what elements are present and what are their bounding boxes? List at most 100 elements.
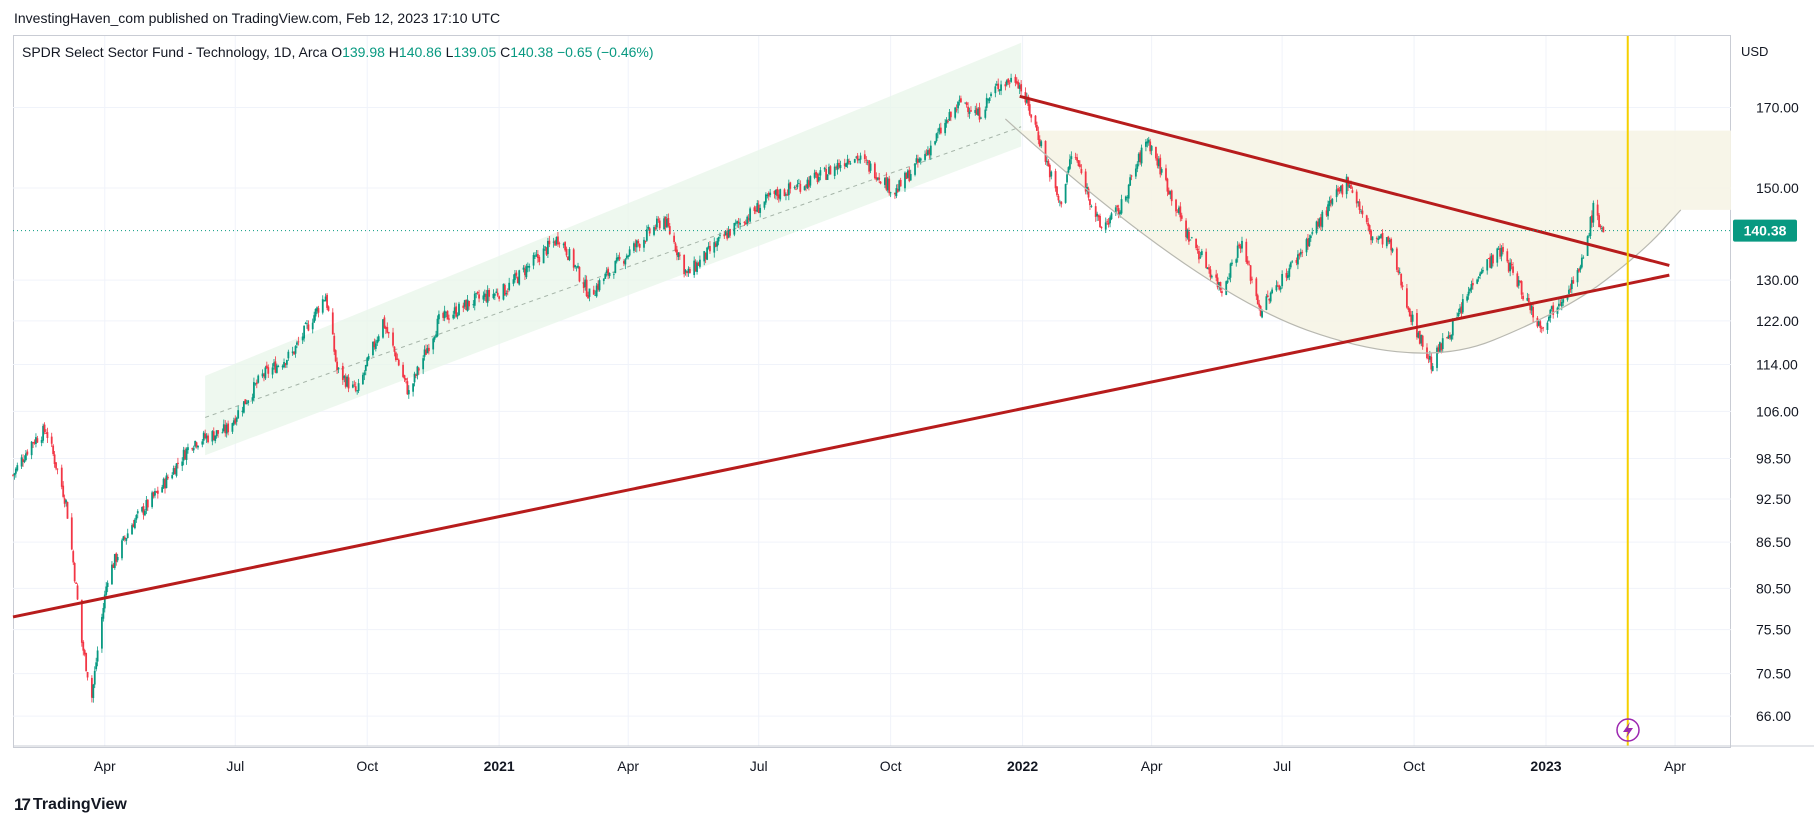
candle-body [231,423,234,432]
candle-body [1489,257,1491,268]
candle-body [773,190,776,195]
candle-body [886,178,889,191]
candle-body [131,525,133,535]
candle-body [144,510,146,516]
overlay-lines [12,36,1731,746]
candle-body [547,240,549,255]
candle-body [764,194,767,203]
candle-body [859,155,862,160]
candle-body [1447,335,1450,339]
candle-body [588,288,591,297]
x-tick-label: Oct [1403,758,1425,774]
candle-body [422,358,425,370]
candle-body [201,441,204,445]
candle-body [42,425,45,441]
candle-body [1385,237,1388,247]
candle-body [1351,190,1354,193]
candle-body [965,102,968,105]
candle-body [803,186,806,191]
candle-body [1526,297,1529,301]
candle-body [407,390,410,395]
candle-body [425,349,427,355]
candle-body [1390,238,1393,251]
candle-body [442,312,445,318]
candle-body [683,254,686,275]
y-tick-label: 75.50 [1756,622,1791,638]
candle-body [506,291,509,293]
candle-body [536,254,539,259]
candle-body [1329,200,1332,203]
candle-body [1048,164,1051,178]
candle-body [974,110,977,113]
candle-body [833,166,836,176]
candle-body [967,106,969,113]
candle-body [90,677,93,698]
candle-body [321,299,324,313]
candle-body [663,218,665,230]
currency-label: USD [1741,44,1768,59]
candle-body [496,292,499,296]
candle-body [273,362,275,367]
candle-body [264,367,267,379]
candle-body [20,457,23,467]
candle-body [1255,278,1258,297]
candle-body [1586,236,1589,256]
candle-body [1116,205,1119,208]
candle-body [865,159,868,161]
candle-body [809,176,812,186]
candle-body [924,154,926,160]
candle-body [242,401,245,413]
channel-midline [204,126,1022,418]
candle-body [1457,313,1460,317]
candle-body [998,89,1001,91]
candle-body [284,363,287,365]
candle-body [818,177,820,181]
candle-body [492,293,495,299]
y-tick-label: 80.50 [1756,580,1791,596]
candle-body [584,279,587,288]
candle-body [406,381,409,395]
candle-body [647,226,650,229]
x-tick-label: Oct [880,758,902,774]
candle-body [1599,225,1602,228]
candle-body [678,254,681,256]
candle-body [1540,328,1543,330]
candle-body [85,653,88,672]
candle-body [1190,237,1193,239]
candle-body [1271,289,1274,294]
candle-body [1058,201,1061,203]
candle-body [253,382,255,399]
candle-body [1248,264,1251,266]
candle-body [535,254,538,256]
candle-body [386,327,389,333]
candle-body [617,256,620,260]
y-tick-label: 98.50 [1756,451,1791,467]
candle-body [1114,207,1117,214]
candle-body [769,192,772,196]
candle-body [674,243,677,252]
candle-body [337,367,340,370]
candle-body [990,93,992,97]
candle-body [618,256,621,260]
candle-body [1387,236,1390,242]
candle-body [92,684,95,699]
candle-body [538,256,541,262]
candle-body [808,180,810,188]
tradingview-logo[interactable]: 17 TradingView [14,794,127,816]
candle-body [1281,273,1284,287]
candle-body [52,445,55,455]
candle-body [558,243,561,245]
candle-body [1305,239,1308,253]
candle-body [472,304,475,306]
candle-body [714,243,717,247]
y-tick-label: 92.50 [1756,491,1791,507]
candle-body [171,475,174,479]
candle-body [1149,141,1152,152]
flash-badge-icon [1616,718,1640,742]
candle-body [1196,248,1199,251]
candle-body [1251,278,1253,280]
candle-body [261,373,264,377]
candle-body [686,271,688,274]
candle-body [542,248,545,264]
